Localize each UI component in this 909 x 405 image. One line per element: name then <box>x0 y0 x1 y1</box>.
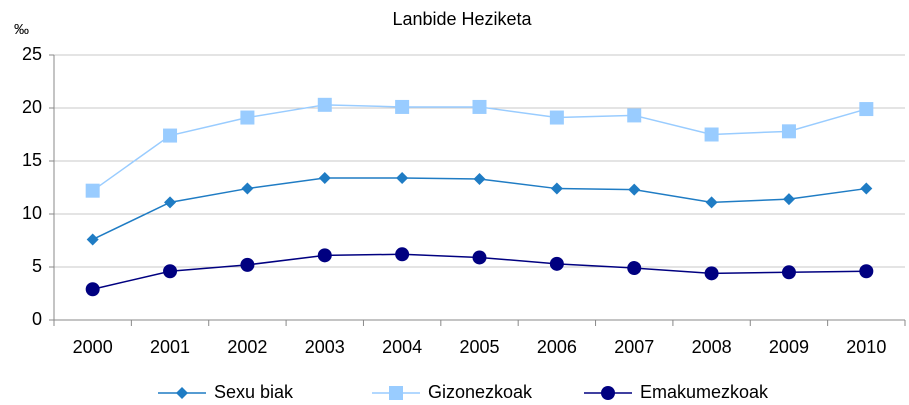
marker <box>163 264 178 279</box>
marker <box>240 110 255 125</box>
legend-label: Emakumezkoak <box>640 382 769 402</box>
x-tick-label: 2002 <box>227 337 267 357</box>
marker <box>550 182 563 195</box>
marker <box>86 233 99 246</box>
legend-label: Sexu biak <box>214 382 294 402</box>
marker <box>317 248 332 263</box>
marker <box>549 256 564 271</box>
marker <box>317 97 332 112</box>
marker <box>240 257 255 272</box>
y-tick-label: 10 <box>22 203 42 223</box>
x-tick-label: 2007 <box>614 337 654 357</box>
x-tick-label: 2010 <box>846 337 886 357</box>
marker <box>781 265 796 280</box>
x-tick-label: 2005 <box>459 337 499 357</box>
x-tick-label: 2003 <box>305 337 345 357</box>
x-tick-label: 2004 <box>382 337 422 357</box>
marker <box>318 171 331 184</box>
marker <box>395 99 410 114</box>
marker <box>781 124 796 139</box>
x-tick-label: 2008 <box>692 337 732 357</box>
marker <box>241 182 254 195</box>
marker <box>627 261 642 276</box>
y-tick-label: 25 <box>22 44 42 64</box>
series-line <box>92 177 867 241</box>
marker <box>395 247 410 262</box>
marker <box>472 99 487 114</box>
marker <box>472 250 487 265</box>
marker <box>85 282 100 297</box>
legend-label: Gizonezkoak <box>428 382 533 402</box>
marker <box>176 387 188 399</box>
marker <box>163 128 178 143</box>
y-tick-label: 5 <box>32 256 42 276</box>
marker <box>549 110 564 125</box>
marker <box>164 196 177 209</box>
x-tick-label: 2009 <box>769 337 809 357</box>
marker <box>389 386 403 400</box>
marker <box>601 386 615 400</box>
y-axis-label: ‰ <box>14 21 29 38</box>
marker <box>473 173 486 186</box>
marker <box>704 127 719 142</box>
chart-title: Lanbide Heziketa <box>392 9 532 29</box>
marker <box>396 171 409 184</box>
y-tick-label: 0 <box>32 309 42 329</box>
marker <box>859 264 874 279</box>
marker <box>704 266 719 281</box>
x-tick-label: 2000 <box>73 337 113 357</box>
marker <box>705 196 718 209</box>
x-tick-label: 2001 <box>150 337 190 357</box>
marker <box>628 183 641 196</box>
x-tick-label: 2006 <box>537 337 577 357</box>
y-tick-label: 20 <box>22 97 42 117</box>
marker <box>782 193 795 206</box>
y-tick-label: 15 <box>22 150 42 170</box>
marker <box>860 182 873 195</box>
marker <box>627 108 642 123</box>
marker <box>859 102 874 117</box>
marker <box>85 183 100 198</box>
